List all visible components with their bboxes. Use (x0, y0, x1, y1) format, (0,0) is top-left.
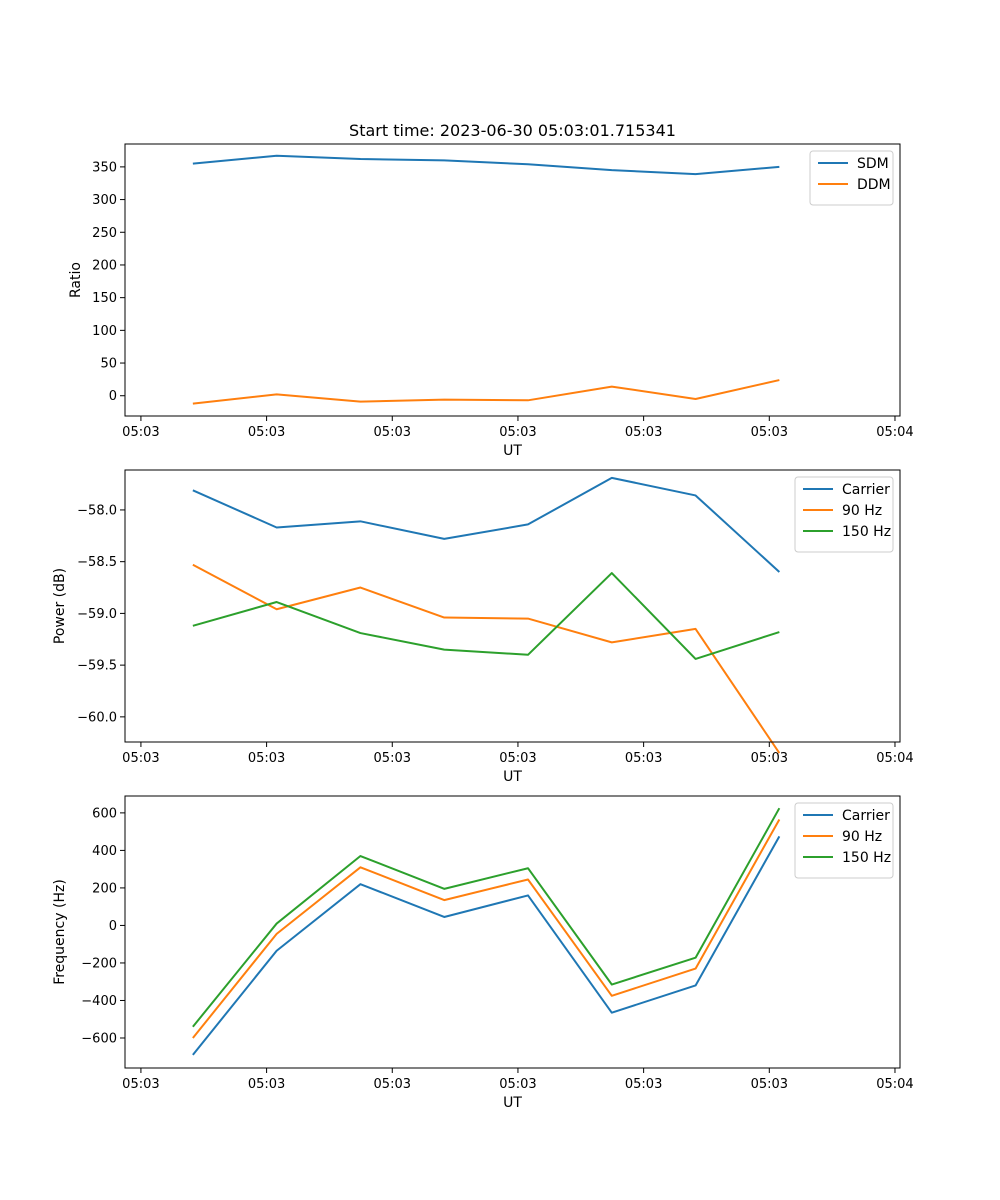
axes-frame-3 (124, 795, 901, 1069)
chart-panel-2: 05:03 05:03 05:03 05:03 05:03 05:03 05:04 −60.0… (52, 469, 914, 785)
series-line-3-2 (192, 818, 781, 1039)
y-tick-label: −59.5 (77, 659, 117, 674)
x-tick-label: 05:03 (248, 751, 285, 766)
series-line-1-1 (192, 154, 780, 176)
y-tick-label: 200 (92, 258, 117, 273)
x-tick-label: 05:03 (499, 425, 536, 440)
y-tick-label: −200 (81, 956, 117, 971)
x-tick-label: 05:03 (751, 1077, 788, 1092)
axes-frame-1 (124, 143, 901, 417)
y-axis-label: Ratio (68, 262, 84, 298)
y-tick-label: 250 (92, 226, 117, 241)
y-tick-label: 0 (109, 389, 117, 404)
y-axis-label: Frequency (Hz) (52, 879, 68, 985)
y-tick-label: 100 (92, 324, 117, 339)
legend-label: 150 Hz (842, 850, 891, 866)
x-tick-label: 05:03 (625, 751, 662, 766)
figure-title: Start time: 2023-06-30 05:03:01.715341 (349, 121, 676, 140)
x-tick-label: 05:03 (499, 1077, 536, 1092)
x-tick-label: 05:03 (374, 751, 411, 766)
legend-box (794, 476, 894, 553)
y-tick-label: 150 (92, 291, 117, 306)
y-tick-label: −400 (81, 994, 117, 1009)
legend-2: Carrier 90 Hz 150 Hz (794, 476, 894, 553)
x-axis-label: UT (503, 769, 522, 785)
y-axis-label: Power (dB) (52, 568, 68, 644)
x-tick-label: 05:04 (876, 751, 913, 766)
y-tick-label: 0 (109, 919, 117, 934)
legend-label: Carrier (842, 482, 890, 498)
x-tick-label: 05:03 (122, 1077, 159, 1092)
x-tick-label: 05:03 (625, 1077, 662, 1092)
x-tick-label: 05:03 (374, 1077, 411, 1092)
legend-label: 90 Hz (842, 503, 882, 519)
series-line-2-1 (192, 476, 781, 573)
axes-container: 05:03 05:03 05:03 05:03 05:03 05:03 05:04 0 50 10… (52, 143, 914, 1111)
y-tick-label: 200 (92, 881, 117, 896)
x-tick-label: 05:03 (122, 425, 159, 440)
x-tick-label: 05:03 (122, 751, 159, 766)
legend-box (809, 150, 894, 206)
y-tick-label: −58.0 (77, 503, 117, 518)
x-tick-label: 05:04 (876, 425, 913, 440)
x-tick-label: 05:03 (751, 425, 788, 440)
x-axis-label: UT (503, 443, 522, 459)
x-tick-label: 05:03 (499, 751, 536, 766)
x-tick-label: 05:03 (374, 425, 411, 440)
legend-label: DDM (857, 177, 891, 193)
y-tick-label: 50 (100, 357, 117, 372)
series-line-2-2 (192, 563, 781, 754)
legend-label: 90 Hz (842, 829, 882, 845)
legend-label: 150 Hz (842, 524, 891, 540)
chart-panel-3: 05:03 05:03 05:03 05:03 05:03 05:03 05:04 −600 −… (52, 795, 914, 1111)
series-line-1-2 (192, 379, 780, 405)
y-tick-label: −600 (81, 1031, 117, 1046)
x-tick-label: 05:04 (876, 1077, 913, 1092)
y-tick-label: 350 (92, 160, 117, 175)
axes-frame-2 (124, 469, 901, 743)
y-tick-label: −59.0 (77, 607, 117, 622)
y-tick-label: 400 (92, 844, 117, 859)
y-tick-label: −58.5 (77, 555, 117, 570)
legend-label: Carrier (842, 808, 890, 824)
chart-panel-1: 05:03 05:03 05:03 05:03 05:03 05:03 05:04 0 50 10… (68, 143, 914, 459)
y-tick-label: 600 (92, 806, 117, 821)
x-tick-label: 05:03 (248, 1077, 285, 1092)
legend-label: SDM (857, 156, 889, 172)
y-tick-label: 300 (92, 193, 117, 208)
x-tick-label: 05:03 (625, 425, 662, 440)
x-axis-label: UT (503, 1095, 522, 1111)
legend-1: SDM DDM (809, 150, 894, 206)
x-tick-label: 05:03 (248, 425, 285, 440)
series-line-3-3 (192, 807, 781, 1028)
series-line-3-1 (192, 835, 781, 1056)
legend-3: Carrier 90 Hz 150 Hz (794, 802, 894, 879)
y-tick-label: −60.0 (77, 710, 117, 725)
legend-box (794, 802, 894, 879)
series-line-2-3 (192, 572, 780, 660)
x-tick-label: 05:03 (751, 751, 788, 766)
